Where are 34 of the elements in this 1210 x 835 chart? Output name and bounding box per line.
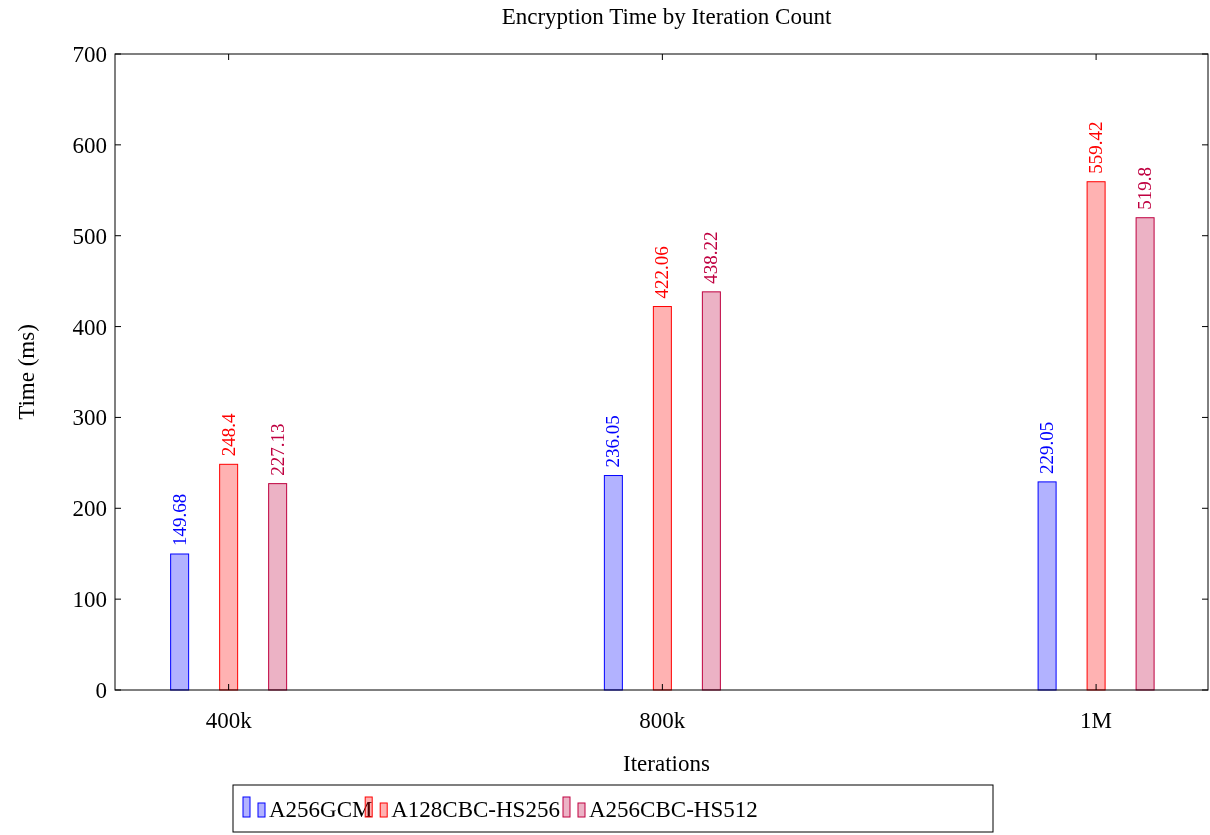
y-tick-label: 0 (95, 678, 107, 703)
legend-label: A128CBC-HS256 (391, 797, 560, 822)
data-label: 422.06 (651, 246, 673, 299)
data-label: 236.05 (602, 415, 624, 468)
data-label: 248.4 (217, 413, 239, 457)
x-tick-label: 1M (1080, 708, 1113, 733)
data-label: 227.13 (266, 423, 288, 476)
data-label: 519.8 (1134, 166, 1156, 210)
legend-label: A256CBC-HS512 (589, 797, 758, 822)
bar (268, 483, 288, 691)
data-label: 229.05 (1036, 421, 1058, 474)
bar (1135, 217, 1155, 691)
bar (219, 463, 239, 691)
bar (603, 475, 623, 691)
y-tick-label: 200 (72, 496, 107, 522)
y-tick-label: 600 (72, 132, 107, 158)
y-tick-label: 100 (72, 587, 107, 613)
data-label: 149.68 (168, 493, 190, 547)
chart-title: Encryption Time by Iteration Count (501, 4, 832, 29)
bar (1086, 181, 1106, 691)
bar (652, 306, 672, 691)
y-tick-label: 700 (72, 42, 107, 67)
x-tick-label: 800k (639, 708, 686, 733)
y-axis-title: Time (ms) (14, 324, 39, 420)
x-tick-label: 400k (205, 708, 253, 733)
bar (701, 291, 721, 691)
bar (1037, 481, 1057, 691)
data-label: 438.22 (700, 231, 722, 284)
y-tick-label: 300 (72, 405, 107, 431)
data-label: 559.42 (1085, 121, 1107, 174)
y-tick-label: 500 (72, 223, 107, 249)
x-axis-title: Iterations (623, 751, 710, 776)
y-tick-label: 400 (72, 314, 107, 340)
bar (170, 553, 190, 691)
